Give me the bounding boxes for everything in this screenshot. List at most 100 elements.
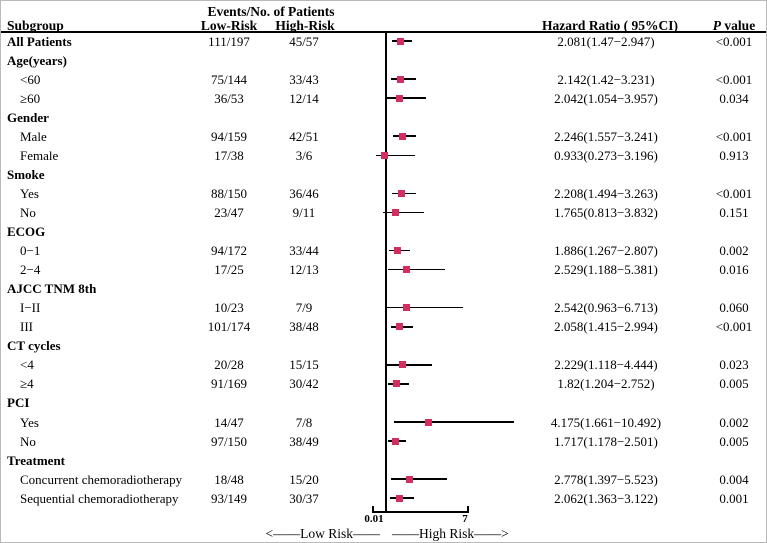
high-risk-value: 30/37 — [289, 490, 319, 506]
high-risk-value: 9/11 — [292, 204, 316, 220]
header-rule — [1, 31, 766, 33]
p-value: 0.151 — [719, 204, 749, 220]
hr-marker — [393, 380, 401, 388]
low-risk-value: 14/47 — [214, 414, 244, 430]
row-label: Concurrent chemoradiotherapy — [20, 471, 183, 487]
low-risk-value: 18/48 — [214, 471, 244, 487]
hr-marker — [398, 361, 406, 369]
hazard-ratio-value: 1.717(1.178−2.501) — [554, 433, 658, 449]
ci-line — [384, 306, 464, 309]
ci-line — [388, 268, 445, 271]
hr-marker — [398, 189, 406, 197]
low-risk-value: 20/28 — [214, 357, 244, 373]
high-risk-value: 30/42 — [289, 376, 319, 392]
row-label: AJCC TNM 8th — [7, 281, 97, 297]
high-risk-value: 15/15 — [289, 357, 319, 373]
row-label: Age(years) — [7, 52, 67, 68]
p-value: <0.001 — [715, 185, 753, 201]
x-axis-tick-max: 7 — [462, 513, 468, 525]
hazard-ratio-value: 1.886(1.267−2.807) — [554, 243, 658, 259]
low-risk-value: 10/23 — [214, 300, 244, 316]
high-risk-value: 36/46 — [289, 185, 319, 201]
ci-line — [382, 211, 424, 214]
p-value: <0.001 — [715, 71, 753, 87]
row-label: Sequential chemoradiotherapy — [20, 490, 179, 506]
high-risk-value: 38/49 — [289, 433, 319, 449]
hr-marker — [402, 266, 410, 274]
row-label: PCI — [7, 395, 30, 411]
high-risk-value: 45/57 — [289, 33, 319, 49]
p-value: 0.004 — [719, 471, 749, 487]
p-value: 0.005 — [719, 433, 749, 449]
hr-marker — [402, 304, 410, 312]
low-risk-value: 75/144 — [210, 71, 248, 87]
row-label: III — [20, 319, 33, 335]
ci-line — [375, 154, 416, 157]
row-label: Gender — [7, 109, 49, 125]
hazard-ratio-value: 4.175(1.661−10.492) — [550, 414, 662, 430]
high-risk-column-header: High-Risk — [275, 18, 335, 33]
high-risk-value: 42/51 — [289, 128, 319, 144]
p-value: 0.060 — [719, 300, 749, 316]
low-risk-value: 91/169 — [210, 376, 248, 392]
ci-line — [387, 364, 433, 366]
row-label: CT cycles — [7, 338, 61, 354]
low-risk-value: 93/149 — [210, 490, 248, 506]
high-risk-value: 15/20 — [289, 471, 319, 487]
hr-marker — [396, 323, 404, 331]
row-label: <60 — [20, 71, 41, 87]
ci-line — [386, 97, 426, 99]
high-risk-value: 3/6 — [295, 147, 313, 163]
p-value: 0.002 — [719, 243, 749, 259]
hazard-ratio-column-header: Hazard Ratio ( 95%CI) — [541, 18, 679, 33]
low-risk-value: 17/25 — [214, 262, 244, 278]
ci-line — [394, 421, 515, 423]
high-risk-value: 12/14 — [289, 90, 319, 106]
hr-marker — [391, 437, 399, 445]
hazard-ratio-value: 2.542(0.963−6.713) — [554, 300, 658, 316]
hazard-ratio-value: 2.229(1.118−4.444) — [554, 357, 658, 373]
row-label: 0−1 — [20, 243, 41, 259]
hr-marker — [398, 132, 406, 140]
low-risk-value: 94/159 — [210, 128, 248, 144]
hr-marker — [396, 94, 404, 102]
low-risk-value: 97/150 — [210, 433, 248, 449]
hazard-ratio-value: 2.058(1.415−2.994) — [554, 319, 658, 335]
p-value: <0.001 — [715, 33, 753, 49]
hr-marker — [397, 75, 405, 83]
p-value: <0.001 — [715, 128, 753, 144]
subgroup-column-header: Subgroup — [7, 18, 64, 33]
row-label: All Patients — [7, 33, 72, 49]
p-value: 0.005 — [719, 376, 749, 392]
events-column-group-header: Events/No. of Patients — [207, 4, 335, 19]
row-label: Male — [20, 128, 47, 144]
row-label: Treatment — [7, 452, 65, 468]
hr-marker — [392, 208, 400, 216]
p-value: 0.001 — [719, 490, 749, 506]
hazard-ratio-value: 2.081(1.47−2.947) — [557, 33, 655, 49]
hazard-ratio-value: 2.208(1.494−3.263) — [554, 185, 658, 201]
row-label: Yes — [20, 185, 39, 201]
row-label: No — [20, 433, 36, 449]
row-label: ≥60 — [20, 90, 41, 106]
hazard-ratio-value: 2.529(1.188−5.381) — [554, 262, 658, 278]
high-risk-direction-label: ——High Risk——> — [392, 526, 509, 541]
high-risk-value: 12/13 — [289, 262, 319, 278]
hr-marker — [406, 475, 414, 483]
p-value: <0.001 — [715, 319, 753, 335]
low-risk-column-header: Low-Risk — [200, 18, 258, 33]
hazard-ratio-value: 2.142(1.42−3.231) — [557, 71, 655, 87]
row-label: I−II — [20, 300, 41, 316]
x-axis-tick-min: 0.01 — [364, 513, 384, 525]
hazard-ratio-value: 2.042(1.054−3.957) — [554, 90, 658, 106]
low-risk-value: 36/53 — [214, 90, 244, 106]
hr-marker — [396, 37, 404, 45]
hr-marker — [393, 247, 401, 255]
hazard-ratio-value: 2.778(1.397−5.523) — [554, 471, 658, 487]
high-risk-value: 33/44 — [289, 243, 319, 259]
low-risk-value: 101/174 — [207, 319, 251, 335]
p-value: 0.002 — [719, 414, 749, 430]
row-label: Yes — [20, 414, 39, 430]
low-risk-value: 94/172 — [210, 243, 248, 259]
